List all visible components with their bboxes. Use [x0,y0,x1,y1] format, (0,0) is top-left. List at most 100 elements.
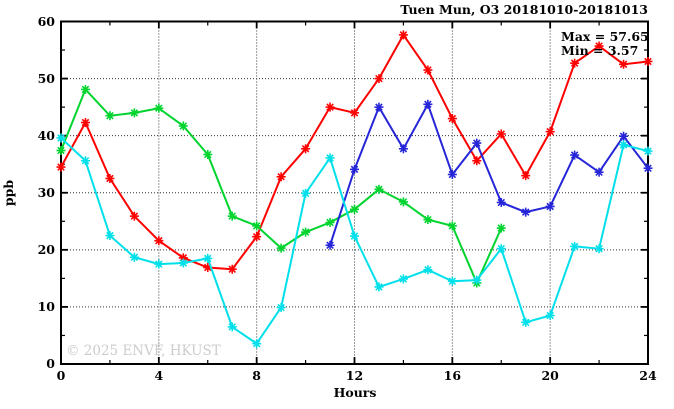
series-red-marker [496,129,506,139]
series-cyan-marker [594,244,604,254]
series-cyan-marker [252,339,262,349]
series-red-marker [129,211,139,221]
series-green-marker [447,221,457,231]
x-tick-label: 20 [541,368,559,383]
series-cyan-marker [80,156,90,166]
series-cyan-marker [643,146,653,156]
series-green-marker [203,150,213,160]
series-red-marker [80,118,90,128]
y-tick-label: 30 [37,184,55,200]
series-green-marker [154,103,164,113]
series-red-marker [276,172,286,182]
series-green-marker [374,184,384,194]
series-cyan-marker [570,241,580,251]
series-red-marker [545,127,555,137]
series-red-marker [521,171,531,181]
series-cyan-marker [374,282,384,292]
x-tick-label: 16 [443,368,462,383]
series-blue-line [329,103,649,246]
chart-title: Tuen Mun, O3 20181010-20181013 [400,2,648,17]
y-tick-label: 0 [46,356,55,371]
series-cyan-marker [472,275,482,285]
series-red-marker [227,264,237,274]
series-cyan-marker [423,265,433,275]
series-cyan-marker [325,153,335,163]
series-cyan-marker [129,252,139,262]
series-red-marker [56,162,66,172]
series-blue-marker [447,169,457,179]
series-green-marker [56,146,66,156]
series-blue-marker [350,164,359,174]
series-blue-marker [423,99,433,109]
max-annotation: Max = 57.65 [561,29,649,44]
series-blue-marker [545,201,555,211]
series-red-marker [398,30,408,40]
series-green-marker [178,121,188,131]
series-cyan-marker [203,253,213,263]
series-red-marker [105,173,115,183]
series-green-marker [325,217,335,227]
series-red-marker [447,114,457,124]
x-tick-label: 0 [56,368,66,383]
y-tick-label: 50 [37,70,55,86]
series-blue-marker [619,131,629,141]
series-cyan-marker [496,244,506,254]
series-cyan-marker [227,322,237,332]
series-red-marker [594,41,604,51]
series-green-marker [80,84,90,94]
series-cyan-marker [398,274,408,284]
series-blue-marker [374,102,384,112]
x-axis-title: Hours [333,385,377,400]
series-red-marker [374,74,384,84]
series-green-marker [496,223,506,233]
series-red-marker [350,108,359,118]
series-green-marker [105,111,115,121]
series-cyan-marker [350,231,359,241]
series-green-marker [227,211,237,221]
series-cyan-marker [521,317,531,327]
series-blue-marker [496,197,506,207]
x-tick-label: 8 [252,368,261,383]
series-red-marker [472,156,482,166]
series-green-marker [129,108,139,118]
series-red-marker [643,56,653,66]
series-green-marker [423,215,433,225]
series-blue-marker [594,167,604,177]
x-tick-label: 4 [154,368,164,383]
series-cyan-marker [178,258,188,268]
series-blue-marker [643,163,653,173]
series-red-marker [570,58,580,68]
series-cyan-marker [154,259,164,269]
series-green-marker [252,221,262,231]
series-blue-marker [398,144,408,154]
series-red-marker [301,144,311,154]
y-tick-label: 10 [37,298,55,314]
series-green-line [60,88,503,284]
series-green-marker [301,227,311,237]
series-blue-marker [521,207,531,217]
series-blue-marker [570,150,580,160]
y-tick-label: 60 [37,13,55,29]
series-blue-marker [325,240,335,250]
series-green-marker [398,197,408,207]
y-tick-label: 40 [37,127,55,143]
series-cyan-marker [301,188,311,198]
x-tick-label: 12 [345,368,364,383]
series-blue-marker [472,138,482,148]
series-red-marker [154,236,164,246]
x-tick-label: 24 [639,368,657,383]
watermark: © 2025 ENVF, HKUST [66,343,221,359]
series-cyan-marker [545,310,555,320]
series-red-marker [619,59,629,69]
series-red-marker [423,65,433,75]
plot-border [60,20,649,365]
series-red-marker [325,102,335,112]
series-cyan-marker [447,276,457,286]
min-annotation: Min = 3.57 [561,43,639,58]
series-cyan-marker [619,140,629,150]
y-tick-label: 20 [37,241,55,257]
series-cyan-marker [276,302,286,312]
series-red-marker [252,232,262,242]
